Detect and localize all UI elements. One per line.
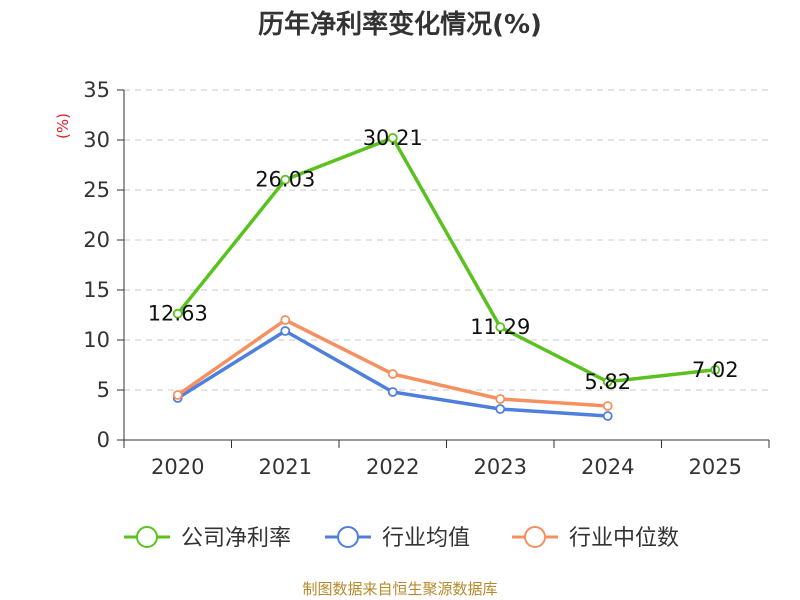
data-label: 5.82 [584,370,631,394]
data-point [495,394,506,404]
x-tick-label: 2020 [151,455,204,479]
x-tick-label: 2025 [689,455,742,479]
series-lines [172,132,721,421]
y-tick-label: 30 [83,128,110,152]
y-tick-label: 35 [83,78,110,102]
x-tick-label: 2022 [366,455,419,479]
y-tick-label: 10 [83,328,110,352]
data-point [387,387,398,397]
data-point [280,315,291,325]
y-axis-unit-label: (%) [54,113,72,139]
legend-marker [524,526,546,548]
y-tick-label: 15 [83,278,110,302]
series-line-0 [176,136,717,384]
data-point [280,174,291,185]
legend-label: 行业均值 [382,526,470,551]
x-tick-label: 2023 [474,455,527,479]
y-tick-label: 5 [97,378,110,402]
data-point [602,411,613,421]
data-label: 7.02 [692,358,739,382]
data-point [387,132,398,143]
y-tick-label: 0 [97,428,110,452]
y-tick-label: 20 [83,228,110,252]
data-label: 12.63 [148,302,208,326]
chart-title: 历年净利率变化情况(%) [258,9,542,40]
data-point [172,308,183,319]
legend-label: 行业中位数 [569,526,679,551]
data-point [710,364,721,375]
legend-marker [337,526,359,548]
data-label: 30.21 [363,126,423,150]
data-labels: 12.63 26.03 30.21 11.29 5.82 7.02 [148,126,739,394]
data-label: 26.03 [255,168,315,192]
data-label: 11.29 [470,315,530,339]
data-point [602,401,613,411]
data-point [602,376,613,387]
x-tick-label: 2024 [581,455,634,479]
legend: 公司净利率 行业均值 行业中位数 [124,526,679,551]
data-point [387,369,398,379]
legend-marker [136,526,158,548]
y-tick-label: 25 [83,178,110,202]
data-point [495,322,506,333]
data-point [495,404,506,414]
source-note: 制图数据来自恒生聚源数据库 [302,580,497,598]
data-point [280,326,291,336]
grid-lines [124,89,769,391]
x-tick-label: 2021 [259,455,312,479]
data-point [172,390,183,400]
legend-label: 公司净利率 [181,526,291,551]
